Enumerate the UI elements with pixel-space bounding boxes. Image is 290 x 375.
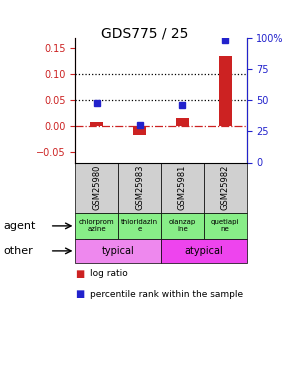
Text: agent: agent [3,221,35,231]
Text: quetiapi
ne: quetiapi ne [211,219,239,232]
Bar [75,162,118,213]
Text: GSM25980: GSM25980 [92,165,101,210]
Text: GSM25982: GSM25982 [221,165,230,210]
Text: ■: ■ [75,290,85,299]
Text: olanzap
ine: olanzap ine [169,219,196,232]
Bar [118,162,161,213]
Bar [161,239,246,262]
Text: GSM25983: GSM25983 [135,165,144,210]
Bar [204,213,246,239]
Text: GSM25981: GSM25981 [178,165,187,210]
Bar [219,56,231,126]
Bar [176,118,189,126]
Text: other: other [3,246,33,256]
Text: atypical: atypical [184,246,223,256]
Bar [204,162,246,213]
Bar [118,213,161,239]
Bar [75,213,118,239]
Text: typical: typical [102,246,135,256]
Text: GDS775 / 25: GDS775 / 25 [101,26,189,40]
Bar [161,213,204,239]
Text: thioridazin
e: thioridazin e [121,219,158,232]
Bar [75,239,161,262]
Bar [161,162,204,213]
Text: percentile rank within the sample: percentile rank within the sample [90,290,243,299]
Text: ■: ■ [75,269,85,279]
Text: chlorprom
azine: chlorprom azine [79,219,115,232]
Text: log ratio: log ratio [90,269,128,278]
Bar [90,122,103,126]
Bar [133,126,146,135]
